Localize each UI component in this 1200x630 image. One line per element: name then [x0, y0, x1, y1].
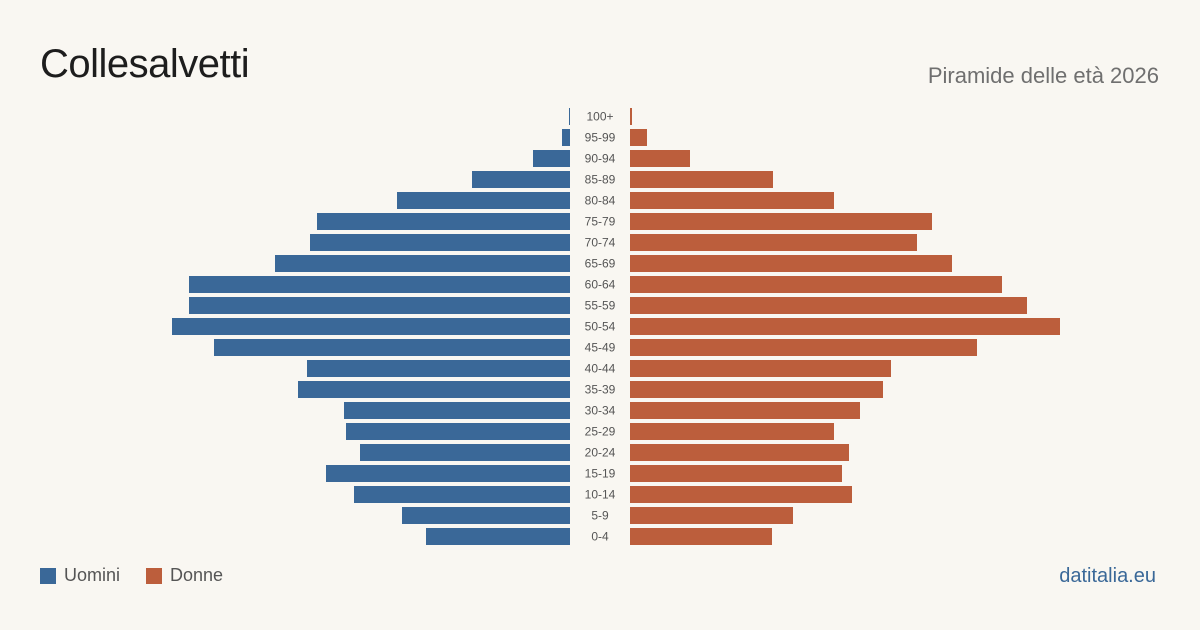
age-label: 35-39 [585, 383, 616, 397]
bar-women-15-19 [630, 465, 842, 482]
legend: Uomini Donne [40, 565, 249, 586]
bar-men-50-54 [172, 318, 570, 335]
bar-women-20-24 [630, 444, 849, 461]
bar-men-95-99 [562, 129, 570, 146]
legend-label-men: Uomini [64, 565, 121, 585]
bar-men-35-39 [298, 381, 570, 398]
bar-men-40-44 [307, 360, 570, 377]
bar-men-90-94 [533, 150, 570, 167]
bar-women-0-4 [630, 528, 772, 545]
age-label: 55-59 [585, 299, 616, 313]
legend-label-women: Donne [170, 565, 224, 585]
bar-men-60-64 [189, 276, 570, 293]
bar-men-5-9 [402, 507, 570, 524]
age-label: 0-4 [591, 530, 609, 544]
bar-men-70-74 [310, 234, 570, 251]
age-label: 10-14 [585, 488, 616, 502]
age-label: 25-29 [585, 425, 616, 439]
age-label: 90-94 [585, 152, 616, 166]
age-label: 85-89 [585, 173, 616, 187]
legend-swatch-men [40, 567, 56, 584]
age-label: 65-69 [585, 257, 616, 271]
bar-women-70-74 [630, 234, 917, 251]
bar-women-55-59 [630, 297, 1027, 314]
age-label: 5-9 [591, 509, 609, 523]
legend-swatch-women [146, 567, 163, 584]
bar-men-20-24 [360, 444, 570, 461]
age-label: 50-54 [585, 320, 616, 334]
bar-women-25-29 [630, 423, 834, 440]
bar-women-100+ [630, 108, 632, 125]
bar-women-90-94 [630, 150, 690, 167]
bar-women-50-54 [630, 318, 1060, 335]
source-link[interactable]: datitalia.eu [1059, 565, 1156, 587]
bar-women-5-9 [630, 507, 793, 524]
bar-men-80-84 [397, 192, 570, 209]
bar-men-30-34 [344, 402, 570, 419]
bar-women-60-64 [630, 276, 1002, 293]
bar-men-100+ [569, 108, 570, 125]
legend-item-women: Donne [146, 565, 223, 586]
legend-item-men: Uomini [40, 565, 120, 586]
bar-women-80-84 [630, 192, 834, 209]
bar-men-65-69 [275, 255, 570, 272]
bar-men-25-29 [346, 423, 570, 440]
bar-men-85-89 [472, 171, 570, 188]
bar-women-95-99 [630, 129, 647, 146]
bar-women-65-69 [630, 255, 952, 272]
age-label: 45-49 [585, 341, 616, 355]
bar-men-0-4 [426, 528, 570, 545]
age-label: 75-79 [585, 215, 616, 229]
bar-men-45-49 [214, 339, 570, 356]
bar-men-75-79 [317, 213, 570, 230]
age-label: 30-34 [585, 404, 616, 418]
bar-women-85-89 [630, 171, 773, 188]
bar-women-75-79 [630, 213, 932, 230]
chart-title: Collesalvetti [40, 42, 250, 86]
bar-women-30-34 [630, 402, 860, 419]
bar-men-55-59 [189, 297, 570, 314]
age-label: 95-99 [585, 131, 616, 145]
age-label: 20-24 [585, 446, 616, 460]
bar-men-15-19 [326, 465, 570, 482]
chart-subtitle: Piramide delle età 2026 [927, 63, 1159, 88]
bar-women-10-14 [630, 486, 852, 503]
bar-women-35-39 [630, 381, 883, 398]
age-label: 40-44 [585, 362, 616, 376]
age-label: 70-74 [585, 236, 616, 250]
age-label: 15-19 [585, 467, 616, 481]
age-label: 80-84 [585, 194, 616, 208]
bar-men-10-14 [354, 486, 570, 503]
age-label: 100+ [586, 110, 613, 124]
age-label: 60-64 [585, 278, 616, 292]
bar-women-45-49 [630, 339, 977, 356]
bar-women-40-44 [630, 360, 891, 377]
